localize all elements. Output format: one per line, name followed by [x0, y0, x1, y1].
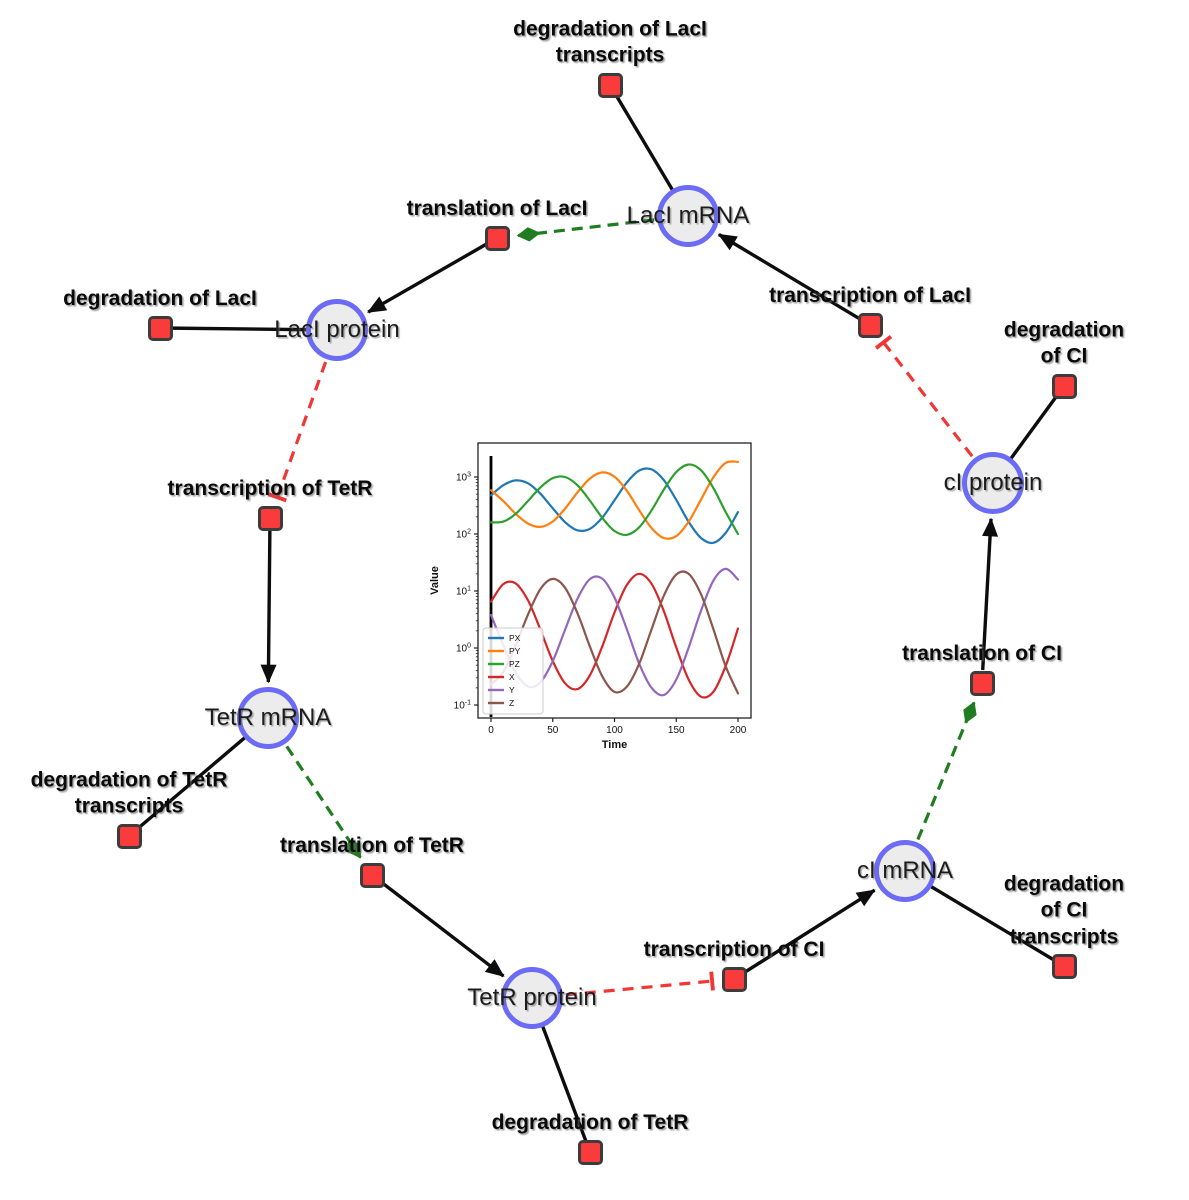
- reaction-node-transcription-tetr[interactable]: [257, 505, 283, 531]
- reaction-node-deg-ci-transcripts[interactable]: [1051, 953, 1077, 979]
- x-tick-label: 0: [488, 725, 494, 736]
- edge-product-translation-ci-to-ci-protein: [981, 517, 999, 671]
- edge-product-translation-laci-to-laci-protein: [367, 243, 487, 314]
- species-node-ci-mrna[interactable]: [874, 840, 936, 902]
- x-tick-label: 150: [668, 725, 685, 736]
- species-node-laci-mrna[interactable]: [657, 185, 719, 247]
- legend-label-PX: PX: [509, 633, 521, 643]
- edge-modifier-tetr-mrna-to-translation-tetr: [285, 745, 362, 859]
- edge-product-transcription-tetr-to-tetr-mrna: [260, 530, 277, 684]
- reaction-node-transcription-laci[interactable]: [857, 312, 883, 338]
- y-tick-label: 102: [456, 529, 471, 541]
- species-node-ci-protein[interactable]: [962, 452, 1024, 514]
- series-curve-Z: [489, 570, 740, 695]
- legend-label-Z: Z: [509, 698, 514, 708]
- y-tick-label: 10-1: [454, 700, 471, 712]
- edge-modifier-ci-mrna-to-translation-ci: [916, 701, 977, 841]
- y-tick-label: 103: [456, 472, 471, 484]
- legend-label-X: X: [509, 672, 515, 682]
- reaction-node-deg-laci-transcripts[interactable]: [597, 72, 623, 98]
- simulation-inset-chart: 0 50 100 150 200 10-1 100 101 102 103 Time Value PX P…: [424, 436, 770, 766]
- species-node-tetr-protein[interactable]: [501, 967, 563, 1029]
- edge-product-transcription-ci-to-ci-mrna: [744, 888, 876, 974]
- reaction-node-deg-tetr[interactable]: [577, 1139, 603, 1165]
- legend-label-PZ: PZ: [509, 659, 520, 669]
- series-curve-PZ: [489, 463, 740, 537]
- legend-label-PY: PY: [509, 646, 521, 656]
- edge-product-transcription-laci-to-laci-mrna: [717, 233, 860, 320]
- edge-inhibitor-tetr-protein-to-transcription-ci: [565, 971, 715, 997]
- reaction-node-transcription-ci[interactable]: [721, 966, 747, 992]
- y-axis-label: Value: [429, 566, 441, 595]
- edge-modifier-laci-mrna-to-translation-laci: [516, 218, 655, 242]
- x-tick-label: 50: [547, 725, 559, 736]
- reaction-node-deg-laci[interactable]: [147, 315, 173, 341]
- edge-product-translation-tetr-to-tetr-protein: [381, 881, 505, 978]
- x-tick-label: 200: [730, 725, 747, 736]
- edge-inhibitor-ci-protein-to-transcription-laci: [874, 335, 974, 458]
- y-tick-label: 100: [456, 643, 471, 655]
- species-node-laci-protein[interactable]: [306, 299, 368, 361]
- reaction-node-deg-tetr-transcripts[interactable]: [116, 823, 142, 849]
- reaction-node-translation-laci[interactable]: [484, 225, 510, 251]
- reaction-node-translation-tetr[interactable]: [359, 862, 385, 888]
- reaction-node-translation-ci[interactable]: [969, 670, 995, 696]
- edge-inhibitor-laci-protein-to-transcription-tetr: [267, 361, 328, 503]
- legend-label-Y: Y: [509, 685, 515, 695]
- series-curve-PY: [489, 460, 740, 540]
- series-curve-PX: [489, 467, 740, 545]
- x-axis-label: Time: [602, 739, 627, 751]
- species-node-tetr-mrna[interactable]: [237, 687, 299, 749]
- y-tick-label: 101: [456, 586, 471, 598]
- legend-box: [482, 627, 544, 715]
- reaction-node-deg-ci[interactable]: [1051, 373, 1077, 399]
- x-tick-label: 100: [606, 725, 623, 736]
